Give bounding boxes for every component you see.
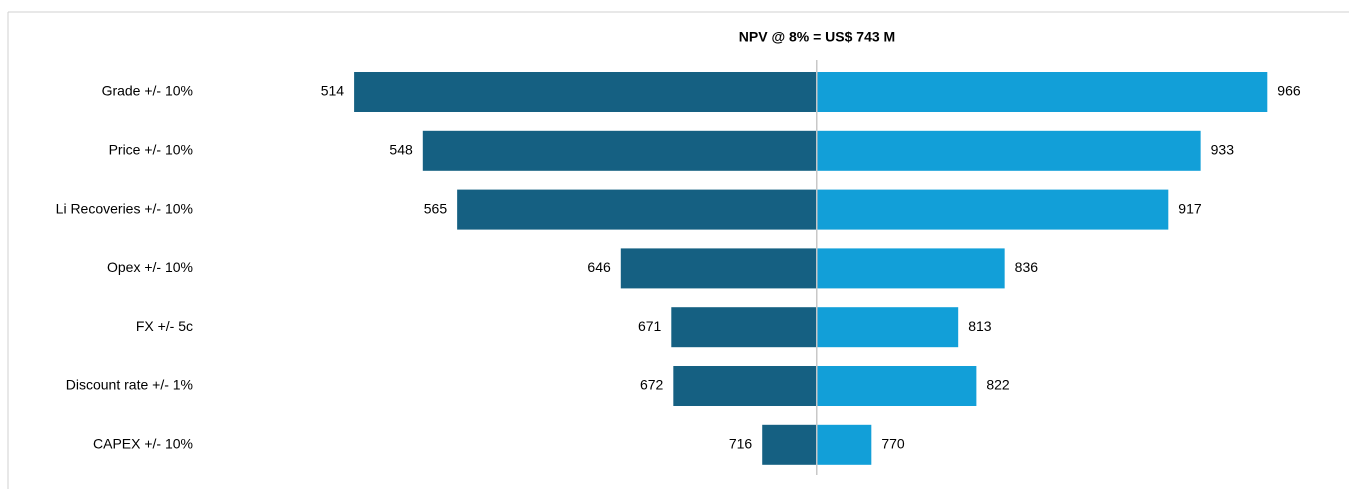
bar (816, 130, 1201, 171)
category-label: Opex +/- 10% (107, 259, 193, 275)
value-label: 672 (640, 377, 664, 393)
bar (673, 366, 817, 406)
bar (816, 248, 1005, 289)
value-label: 822 (986, 377, 1010, 393)
bar (671, 307, 817, 348)
bar (354, 72, 817, 112)
value-label: 836 (1015, 259, 1039, 275)
category-label: Discount rate +/- 1% (66, 377, 193, 393)
category-label: Price +/- 10% (109, 142, 193, 158)
value-label: 966 (1277, 83, 1301, 99)
value-label: 671 (638, 318, 662, 334)
chart-title: NPV @ 8% = US$ 743 M (739, 29, 895, 45)
value-label: 548 (389, 142, 413, 158)
value-label: 917 (1178, 200, 1202, 216)
bar (457, 189, 817, 230)
bar (620, 248, 817, 289)
category-label: CAPEX +/- 10% (93, 436, 193, 452)
bar (816, 307, 959, 348)
category-label: FX +/- 5c (136, 318, 193, 334)
bar (762, 424, 817, 465)
value-label: 646 (587, 259, 611, 275)
category-label: Grade +/- 10% (102, 83, 193, 99)
bar (816, 72, 1268, 112)
bar (816, 189, 1169, 230)
value-label: 770 (881, 436, 905, 452)
value-label: 933 (1211, 142, 1235, 158)
category-label: Li Recoveries +/- 10% (56, 200, 193, 216)
value-label: 565 (424, 200, 448, 216)
bar (816, 424, 872, 465)
bar (422, 130, 817, 171)
value-label: 813 (968, 318, 992, 334)
value-label: 716 (729, 436, 753, 452)
value-label: 514 (321, 83, 345, 99)
bar (816, 366, 977, 406)
